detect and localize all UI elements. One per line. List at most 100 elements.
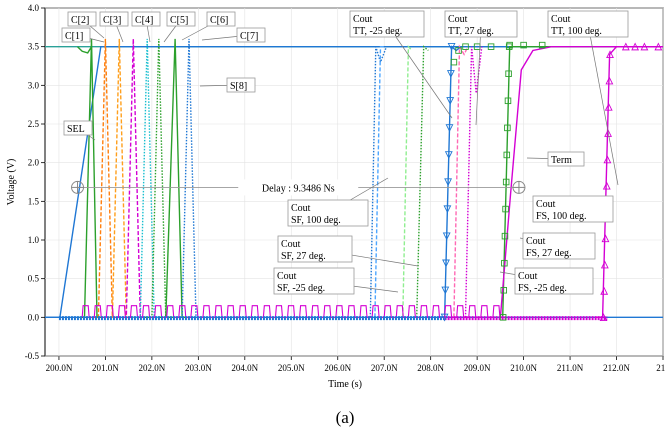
square-marker <box>506 41 513 49</box>
triangle-marker <box>604 129 613 137</box>
series-cout_sf_100a <box>374 46 385 318</box>
series-cout_tt_100 <box>464 46 483 318</box>
annotation-text-sf_m25: Cout <box>277 271 297 282</box>
annotation-text-fs_100: Cout <box>536 199 556 210</box>
y-tick-label: 3.5 <box>28 42 40 52</box>
delay-group: Delay : 9.3486 Ns <box>71 179 526 196</box>
annotation-box-sf_100 <box>287 199 369 227</box>
x-tick-labels: 200.0N 201.0N 202.0N 203.0N 204.0N 205.0N 206.… <box>46 363 665 373</box>
series-cout_sf_27 <box>402 45 413 318</box>
annotation-box-c2 <box>67 11 97 27</box>
annotation-text-fs_27: FS, 27 deg. <box>526 248 572 259</box>
annotation-box-s8 <box>226 77 256 93</box>
series-cout_tt_m25 <box>443 45 462 318</box>
square-marker <box>499 314 507 321</box>
triangle-marker <box>600 286 609 295</box>
square-marker <box>450 58 458 66</box>
annotation-text-tt_m25: Cout <box>353 14 373 25</box>
annotation-box-fs_m25 <box>514 267 594 295</box>
square-marker <box>504 124 511 132</box>
series-group <box>45 38 663 318</box>
square-marker <box>504 97 512 105</box>
annotation-text-c3: C[3] <box>103 15 121 26</box>
triangle-marker <box>604 102 613 111</box>
annotation-text-tt_27: Cout <box>448 14 468 25</box>
x-tick-label: 207.0N <box>371 363 398 373</box>
annotation-box-c6 <box>206 11 236 27</box>
annotation-text-sf_27: SF, 27 deg. <box>281 251 326 262</box>
series-c1 <box>77 46 93 54</box>
triangle-marker <box>440 313 449 322</box>
annotation-box-c4 <box>131 11 161 27</box>
annotation-text-fs_100: FS, 100 deg. <box>536 211 587 222</box>
triangle-marker <box>601 234 610 243</box>
annotation-text-fs_m25: FS, -25 deg. <box>518 283 567 294</box>
annotation-leader-tt_m25 <box>386 23 453 119</box>
annotation-box-tt_m25 <box>349 10 425 38</box>
annotation-text-sel: SEL <box>67 124 85 135</box>
series-c6b <box>158 38 189 318</box>
annotation-leader-tt_27 <box>475 23 482 126</box>
annotation-text-tt_m25: TT, -25 deg. <box>353 26 402 37</box>
triangle-marker <box>442 232 451 241</box>
x-tick-label: 200.0N <box>46 363 73 373</box>
series-cout_tt_27 <box>453 44 469 318</box>
y-tick-label: 3.0 <box>28 80 40 90</box>
y-tick-label: 4.0 <box>28 3 40 13</box>
annotation-text-c2: C[2] <box>71 15 89 26</box>
triangle-marker <box>603 155 612 164</box>
series-c6a <box>144 38 173 318</box>
square-marker <box>502 178 510 186</box>
triangle-marker <box>640 42 649 51</box>
triangle-marker <box>599 313 608 321</box>
pulse-trains <box>58 305 608 321</box>
annotation-text-sf_27: Cout <box>281 239 301 250</box>
triangle-marker <box>606 50 614 59</box>
x-tick-label: 205.0N <box>278 363 305 373</box>
square-marker <box>502 205 509 213</box>
y-tick-label: 2.5 <box>28 119 40 129</box>
x-tick-label: 206.0N <box>324 363 351 373</box>
annotation-leader-tt_100 <box>587 23 619 186</box>
annotation-text-tt_27: TT, 27 deg. <box>448 26 494 37</box>
triangle-marker <box>600 260 609 269</box>
annotation-text-fs_m25: Cout <box>518 271 538 282</box>
square-marker <box>505 43 513 50</box>
x-tick-label: 201.0N <box>92 363 119 373</box>
triangle-marker <box>621 42 630 51</box>
annotation-box-c7 <box>236 27 266 43</box>
x-tick-label: 209.0N <box>464 363 491 373</box>
annotation-box-c1 <box>61 27 91 43</box>
triangle-marker <box>602 181 611 190</box>
annotation-text-sf_100: SF, 100 deg. <box>291 215 341 226</box>
annotation-box-tt_100 <box>547 10 629 38</box>
square-marker <box>501 232 509 240</box>
square-marker <box>520 41 527 49</box>
square-marker <box>505 70 512 77</box>
y-tick-label: -0.5 <box>25 351 40 361</box>
annotation-text-c7: C[7] <box>240 31 258 42</box>
triangle-marker <box>654 42 663 51</box>
y-tick-label: 1.0 <box>28 235 40 245</box>
annotation-text-s8: S[8] <box>230 81 247 92</box>
square-marker <box>455 47 462 54</box>
triangle-marker <box>443 205 452 214</box>
square-marker <box>500 287 508 294</box>
x-tick-label: 208.0N <box>417 363 444 373</box>
series-c4b <box>117 38 148 318</box>
annotation-text-tt_100: TT, 100 deg. <box>551 26 602 37</box>
triangle-marker <box>605 76 614 85</box>
annotation-text-tt_100: Cout <box>551 14 571 25</box>
triangle-marker <box>631 42 640 51</box>
annotation-box-sel <box>63 120 93 136</box>
y-axis-label: Voltage (V) <box>6 159 17 206</box>
series-c4a <box>105 38 134 318</box>
y-tick-labels: 4.0 3.5 3.0 2.5 2.0 1.5 1.0 0.5 0.0 -0.5 <box>25 3 40 361</box>
annotation-box-term <box>547 151 585 167</box>
x-tick-label: 210.0N <box>510 363 537 373</box>
x-tick-label: 203.0N <box>185 363 212 373</box>
annotation-text-sf_100: Cout <box>291 203 311 214</box>
square-marker <box>503 151 511 159</box>
annotation-box-sf_27 <box>277 235 353 263</box>
